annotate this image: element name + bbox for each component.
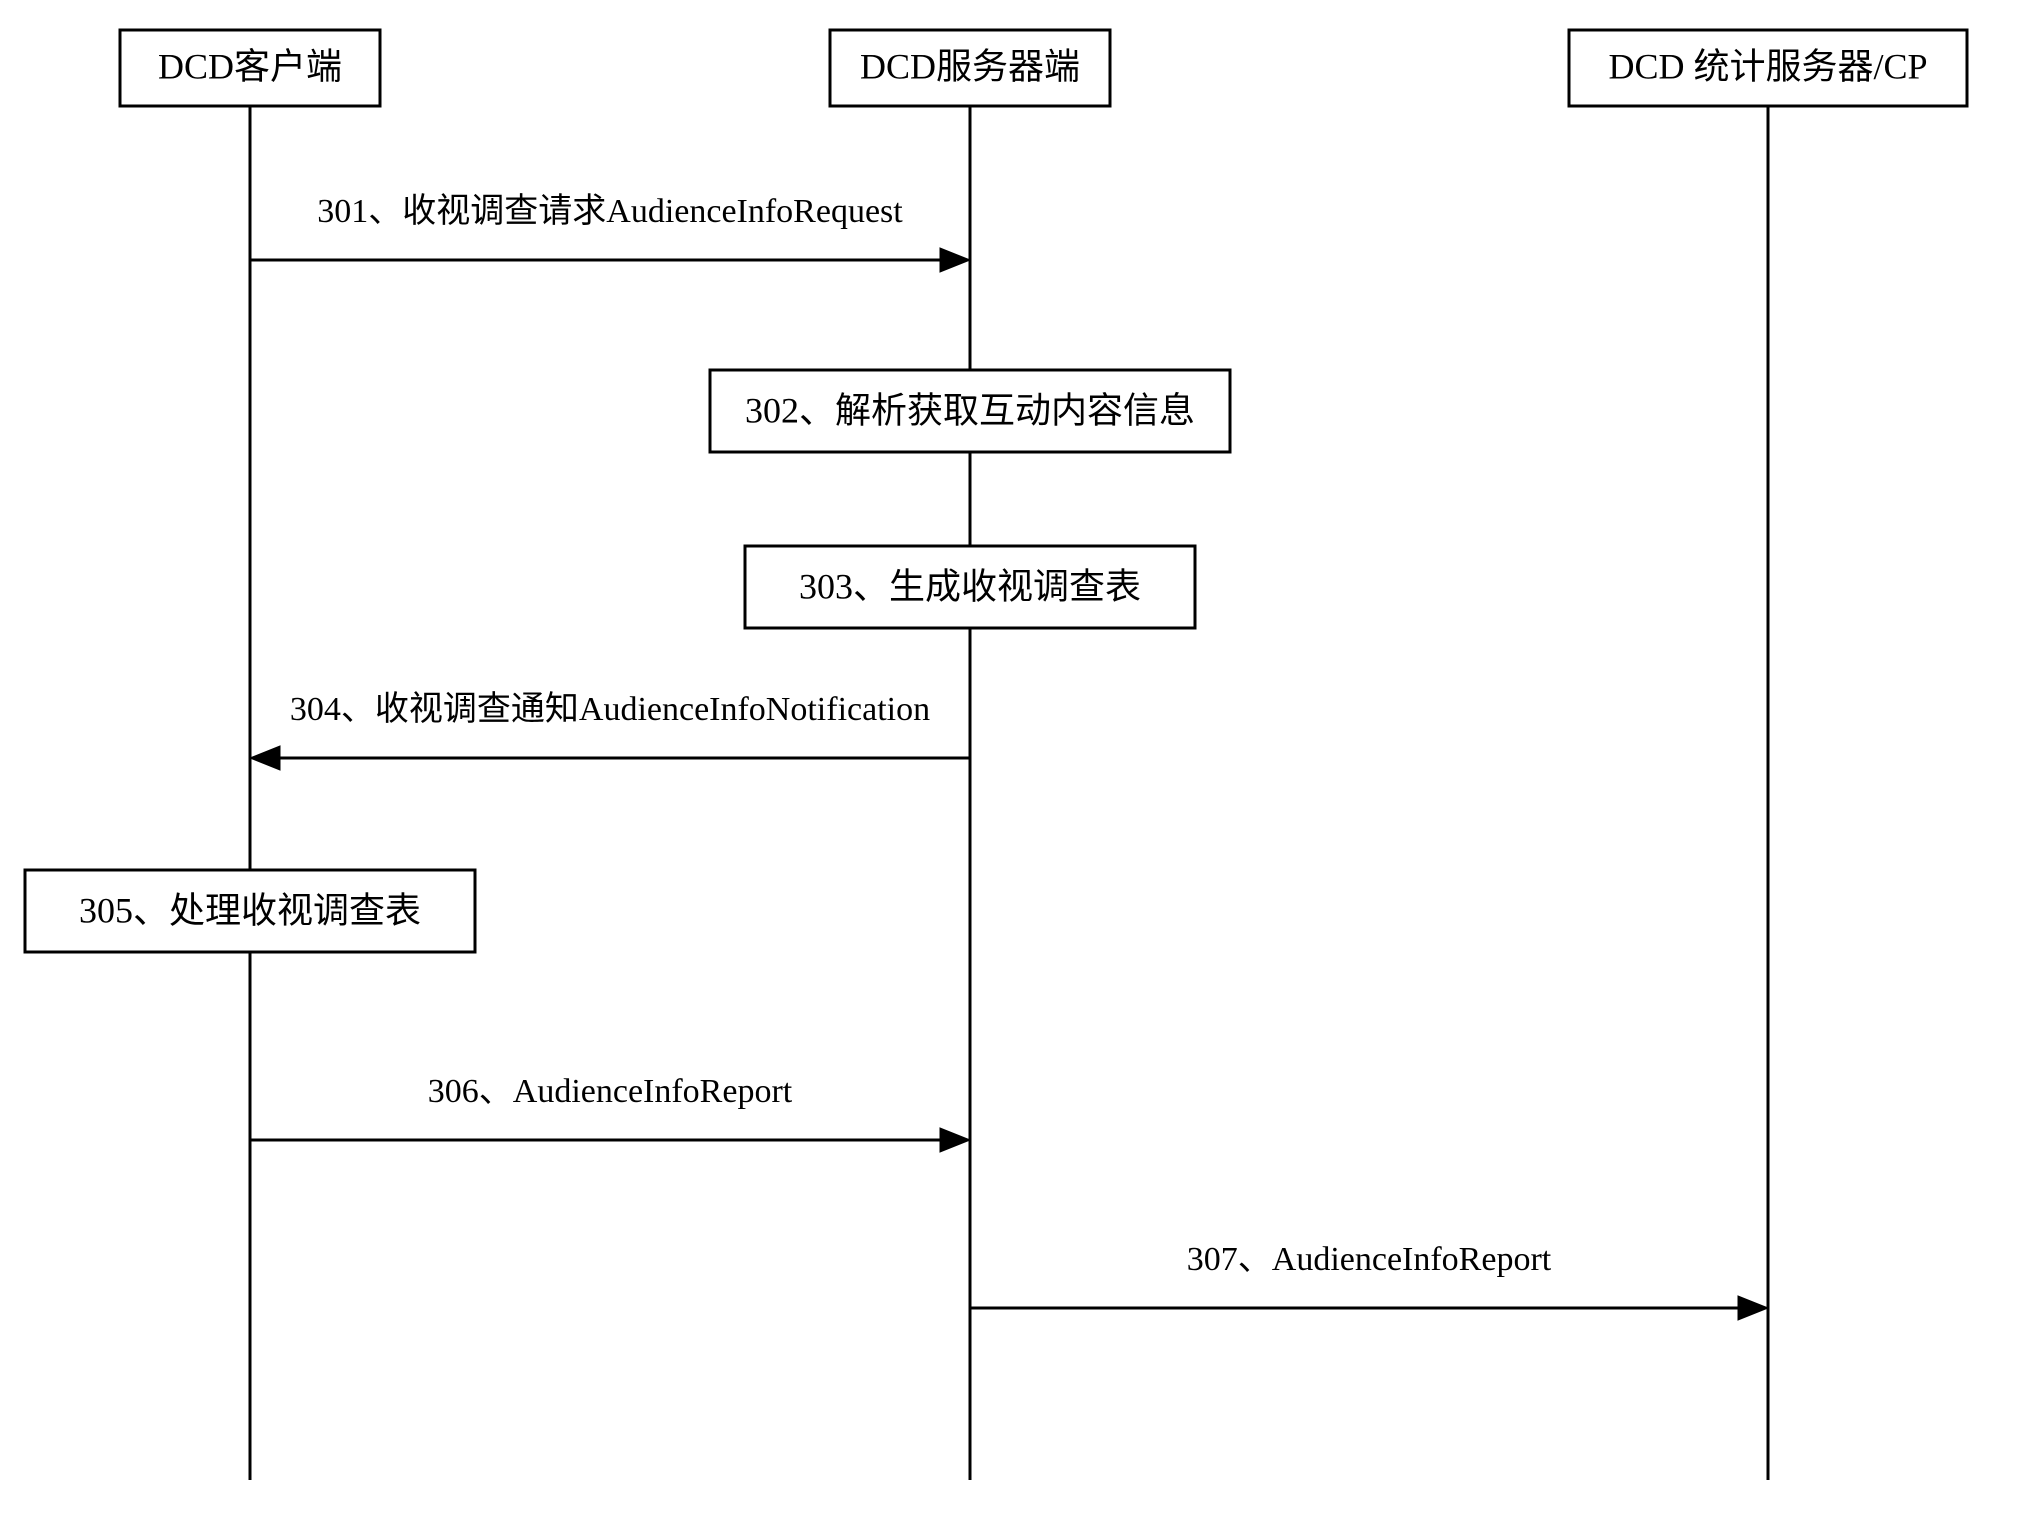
msg307-label: 307、AudienceInfoReport — [1187, 1241, 1552, 1278]
diagram-svg: DCD客户端 DCD服务器端 DCD 统计服务器/CP 301、收视调查请求Au… — [0, 0, 2027, 1523]
server-label: DCD服务器端 — [860, 46, 1080, 86]
message-307: 307、AudienceInfoReport — [970, 1241, 1768, 1320]
activity-303: 303、生成收视调查表 — [745, 546, 1195, 628]
act303-label: 303、生成收视调查表 — [799, 566, 1141, 606]
participant-server: DCD服务器端 — [830, 30, 1110, 106]
msg304-label: 304、收视调查通知AudienceInfoNotification — [290, 690, 930, 728]
activity-302: 302、解析获取互动内容信息 — [710, 370, 1230, 452]
participant-client: DCD客户端 — [120, 30, 380, 106]
stats-label: DCD 统计服务器/CP — [1608, 46, 1927, 86]
message-306: 306、AudienceInfoReport — [250, 1073, 970, 1152]
message-301: 301、收视调查请求AudienceInfoRequest — [250, 192, 970, 272]
arrow-head-icon — [940, 248, 970, 272]
act302-label: 302、解析获取互动内容信息 — [745, 390, 1195, 430]
arrow-head-icon — [1738, 1296, 1768, 1320]
arrow-head-icon — [940, 1128, 970, 1152]
arrow-head-icon — [250, 746, 280, 770]
message-304: 304、收视调查通知AudienceInfoNotification — [250, 690, 970, 770]
sequence-diagram: DCD客户端 DCD服务器端 DCD 统计服务器/CP 301、收视调查请求Au… — [0, 0, 2027, 1523]
act305-label: 305、处理收视调查表 — [79, 890, 421, 930]
activity-305: 305、处理收视调查表 — [25, 870, 475, 952]
participant-stats: DCD 统计服务器/CP — [1569, 30, 1967, 106]
msg306-label: 306、AudienceInfoReport — [428, 1073, 793, 1110]
msg301-label: 301、收视调查请求AudienceInfoRequest — [317, 192, 903, 230]
client-label: DCD客户端 — [158, 46, 342, 86]
